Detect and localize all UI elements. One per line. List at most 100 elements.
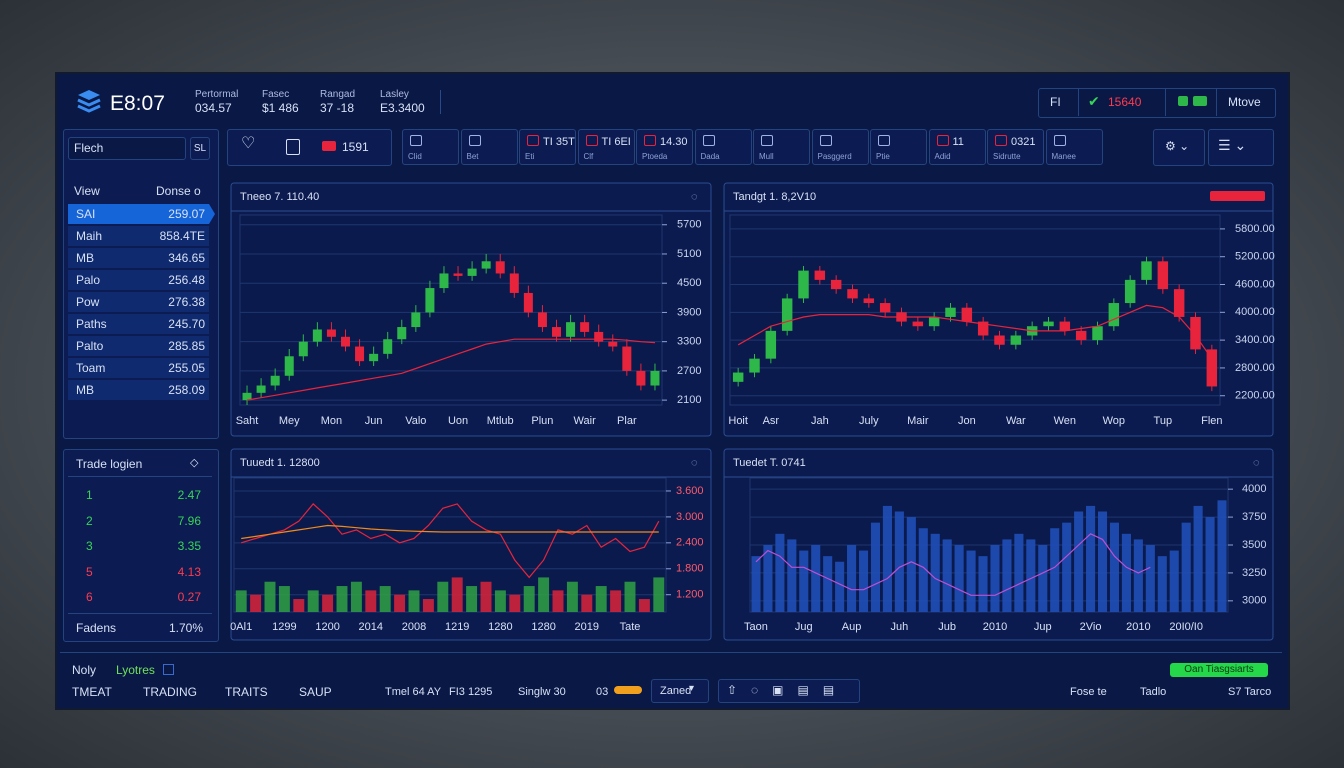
tab[interactable]: SAUP: [299, 685, 332, 699]
watch-row[interactable]: [68, 380, 209, 400]
candle-body: [242, 392, 252, 401]
bar: [1074, 511, 1084, 612]
x-tick-label: Jug: [795, 621, 813, 633]
menu-button[interactable]: [1208, 129, 1274, 166]
watch-row[interactable]: [68, 292, 209, 312]
watch-row[interactable]: [68, 204, 209, 224]
info: FI3 1295: [449, 686, 493, 698]
watch-row[interactable]: [68, 270, 209, 290]
bar: [1145, 545, 1155, 612]
watch-row[interactable]: [68, 226, 209, 246]
y-tick-label: 3900: [677, 306, 701, 318]
bar: [552, 590, 564, 612]
select-value: Zaned: [660, 685, 692, 697]
y-tick-label: 2200.00: [1235, 390, 1275, 402]
chart-title: Tneeo 7. 110.40: [240, 191, 319, 203]
x-tick-label: Aup: [842, 621, 862, 633]
tool-icon: [761, 135, 773, 146]
candle-body: [523, 292, 533, 313]
candle-body: [636, 370, 646, 386]
select[interactable]: [651, 679, 709, 703]
price: 858.4TE: [159, 229, 205, 243]
y-tick-label: 2700: [677, 365, 701, 377]
bar: [1026, 539, 1036, 612]
trade-value: 2.47: [177, 488, 201, 502]
divider: [68, 476, 212, 477]
footer-link[interactable]: Tadlo: [1140, 686, 1167, 698]
bar: [1109, 522, 1120, 612]
watch-row[interactable]: [68, 248, 209, 268]
search-button[interactable]: SL: [190, 137, 210, 160]
y-tick-label: 1.800: [676, 563, 704, 575]
bar: [437, 581, 449, 612]
candle-body: [928, 316, 940, 327]
tool-button[interactable]: [1045, 129, 1103, 165]
bar: [408, 590, 420, 612]
candle-body: [326, 329, 336, 337]
bar: [942, 539, 952, 612]
bar: [1050, 528, 1060, 612]
stat-label: Lasley: [380, 89, 409, 100]
candle-body: [397, 327, 407, 340]
tab[interactable]: TRAITS: [225, 685, 268, 699]
settings-icon[interactable]: ◇: [190, 457, 199, 469]
watch-row[interactable]: [68, 358, 209, 378]
heart-icon[interactable]: ♡: [241, 135, 256, 152]
candle-body: [580, 322, 590, 332]
dropdown-button[interactable]: [1153, 129, 1205, 166]
candle-body: [830, 279, 842, 290]
line-series: [737, 304, 1213, 360]
x-tick-label: Plun: [531, 415, 553, 427]
bar: [595, 586, 607, 612]
watch-row[interactable]: [68, 314, 209, 334]
bar: [966, 550, 976, 612]
tool-sub: Manee: [1051, 152, 1076, 161]
plot-area: [233, 477, 667, 613]
primary-button[interactable]: Oan Tiasgsiarts: [1170, 663, 1268, 677]
tab[interactable]: TRADING: [143, 685, 197, 699]
tool-sub: Ptie: [876, 152, 890, 161]
candle-body: [847, 289, 858, 299]
divider: [60, 652, 1282, 653]
footer-link[interactable]: Fose te: [1070, 686, 1107, 698]
candle-body: [453, 273, 463, 276]
tool-icon: [527, 135, 539, 146]
bar: [278, 586, 290, 612]
plot-area: [239, 214, 663, 406]
bar: [1038, 545, 1048, 612]
price: 256.48: [168, 273, 205, 287]
bar: [350, 581, 362, 612]
bar: [918, 528, 928, 612]
y-tick-label: 1.200: [676, 589, 704, 601]
trade-value: 3.35: [177, 539, 201, 553]
candle-body: [439, 273, 449, 289]
candle-body: [284, 356, 294, 376]
bar: [1205, 517, 1215, 612]
column-header: Donse o: [156, 184, 201, 198]
footer-link[interactable]: S7 Tarco: [1228, 686, 1272, 698]
x-tick-label: Valo: [405, 415, 426, 427]
x-tick-label: Juh: [891, 621, 909, 633]
candle-body: [1190, 316, 1201, 350]
bar: [365, 590, 377, 612]
y-tick-label: 3300: [677, 336, 701, 348]
action-button[interactable]: Mtove: [1228, 95, 1261, 109]
divider: [1216, 89, 1217, 116]
price: 346.65: [168, 251, 205, 265]
icon-buttons[interactable]: ⇧◌▣▤▤: [727, 683, 849, 697]
clipboard-icon[interactable]: [286, 139, 300, 155]
tool-sub: Pasggerd: [817, 152, 852, 161]
stat-label: Rangad: [320, 89, 356, 100]
tab[interactable]: TMEAT: [72, 685, 112, 699]
trade-value: 7.96: [177, 513, 201, 528]
bar: [322, 594, 334, 612]
footer-label: Noly: [72, 663, 97, 677]
watch-row[interactable]: [68, 336, 209, 356]
search-input[interactable]: [68, 137, 186, 160]
bar: [882, 505, 892, 612]
candle-body: [256, 385, 266, 393]
candle-body: [814, 270, 826, 280]
x-tick-label: Jah: [811, 415, 829, 427]
tool-button[interactable]: [811, 129, 869, 165]
